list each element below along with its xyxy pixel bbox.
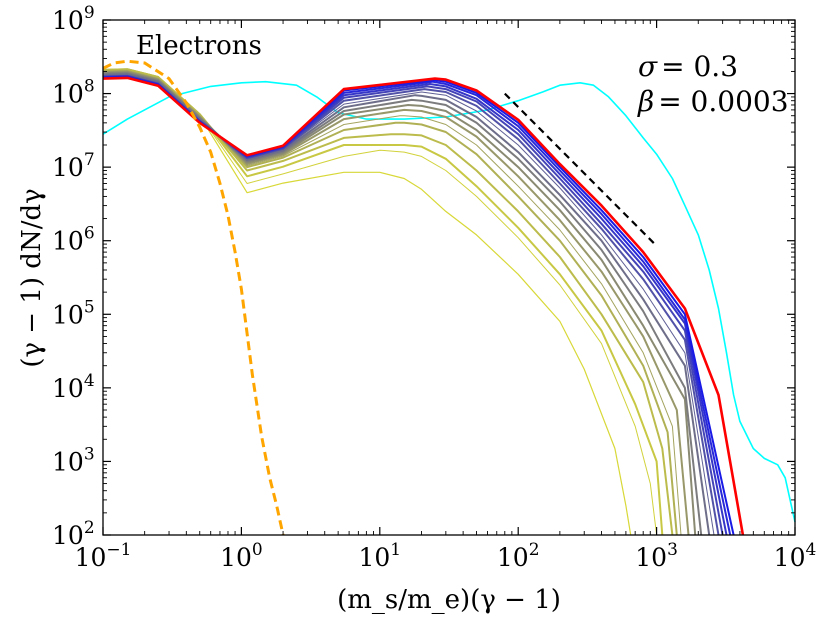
ticks-layer: 10−1 100 101 102 103 104102103104105106107108… bbox=[52, 3, 816, 572]
x-axis-label: (m_s/m_e)(γ − 1) bbox=[337, 585, 561, 615]
x-tick-exponent: −1 bbox=[106, 540, 131, 560]
y-tick-base: 10 bbox=[52, 521, 84, 550]
x-tick-label: 101 bbox=[358, 540, 401, 572]
series-t10 bbox=[102, 73, 711, 536]
y-tick-exponent: 9 bbox=[84, 3, 95, 23]
x-tick-label: 100 bbox=[220, 540, 263, 572]
y-tick-base: 10 bbox=[52, 374, 84, 403]
species-label: Electrons bbox=[136, 31, 262, 61]
y-tick-base: 10 bbox=[52, 227, 84, 256]
y-tick-label: 104 bbox=[52, 371, 95, 403]
sigma-annotation: σ = 0.3 bbox=[638, 50, 738, 83]
series-maxwellian bbox=[102, 59, 285, 536]
plot-frame bbox=[102, 19, 796, 536]
x-tick-label: 104 bbox=[774, 540, 817, 572]
sigma-symbol: σ bbox=[638, 50, 658, 83]
y-tick-base: 10 bbox=[52, 300, 84, 329]
y-tick-label: 107 bbox=[52, 150, 95, 182]
beta-annotation: β = 0.0003 bbox=[637, 85, 789, 118]
x-tick-exponent: 2 bbox=[529, 540, 540, 560]
x-tick-exponent: 4 bbox=[805, 540, 816, 560]
x-tick-label: 102 bbox=[497, 540, 540, 572]
x-tick-label: 10−1 bbox=[75, 540, 132, 572]
x-tick-base: 10 bbox=[497, 543, 529, 572]
y-tick-exponent: 4 bbox=[84, 371, 95, 391]
x-tick-label: 103 bbox=[635, 540, 678, 572]
x-tick-exponent: 3 bbox=[667, 540, 678, 560]
y-tick-exponent: 5 bbox=[84, 297, 95, 317]
y-tick-label: 106 bbox=[52, 224, 95, 256]
x-tick-base: 10 bbox=[774, 543, 806, 572]
x-tick-exponent: 0 bbox=[252, 540, 263, 560]
y-tick-label: 102 bbox=[52, 518, 95, 550]
y-tick-base: 10 bbox=[52, 6, 84, 35]
series-t4 bbox=[102, 68, 674, 536]
y-tick-label: 105 bbox=[52, 297, 95, 329]
x-tick-base: 10 bbox=[75, 543, 107, 572]
y-tick-exponent: 6 bbox=[84, 224, 95, 244]
y-tick-label: 103 bbox=[52, 444, 95, 476]
y-tick-base: 10 bbox=[52, 447, 84, 476]
series-initial-cyan bbox=[102, 80, 796, 523]
y-tick-label: 108 bbox=[52, 77, 95, 109]
y-tick-base: 10 bbox=[52, 153, 84, 182]
sigma-value: = 0.3 bbox=[661, 50, 738, 83]
beta-symbol: β bbox=[637, 85, 654, 118]
y-axis-label: (γ − 1) dN/dγ bbox=[17, 188, 47, 367]
x-tick-base: 10 bbox=[220, 543, 252, 572]
curves-layer bbox=[102, 59, 796, 536]
y-tick-label: 109 bbox=[52, 3, 95, 35]
x-tick-exponent: 1 bbox=[390, 540, 401, 560]
y-tick-exponent: 2 bbox=[84, 518, 95, 538]
y-tick-base: 10 bbox=[52, 80, 84, 109]
y-tick-exponent: 3 bbox=[84, 444, 95, 464]
x-tick-base: 10 bbox=[635, 543, 667, 572]
x-tick-base: 10 bbox=[358, 543, 390, 572]
y-tick-exponent: 7 bbox=[84, 150, 95, 170]
beta-value: = 0.0003 bbox=[658, 85, 788, 118]
y-tick-exponent: 8 bbox=[84, 77, 95, 97]
